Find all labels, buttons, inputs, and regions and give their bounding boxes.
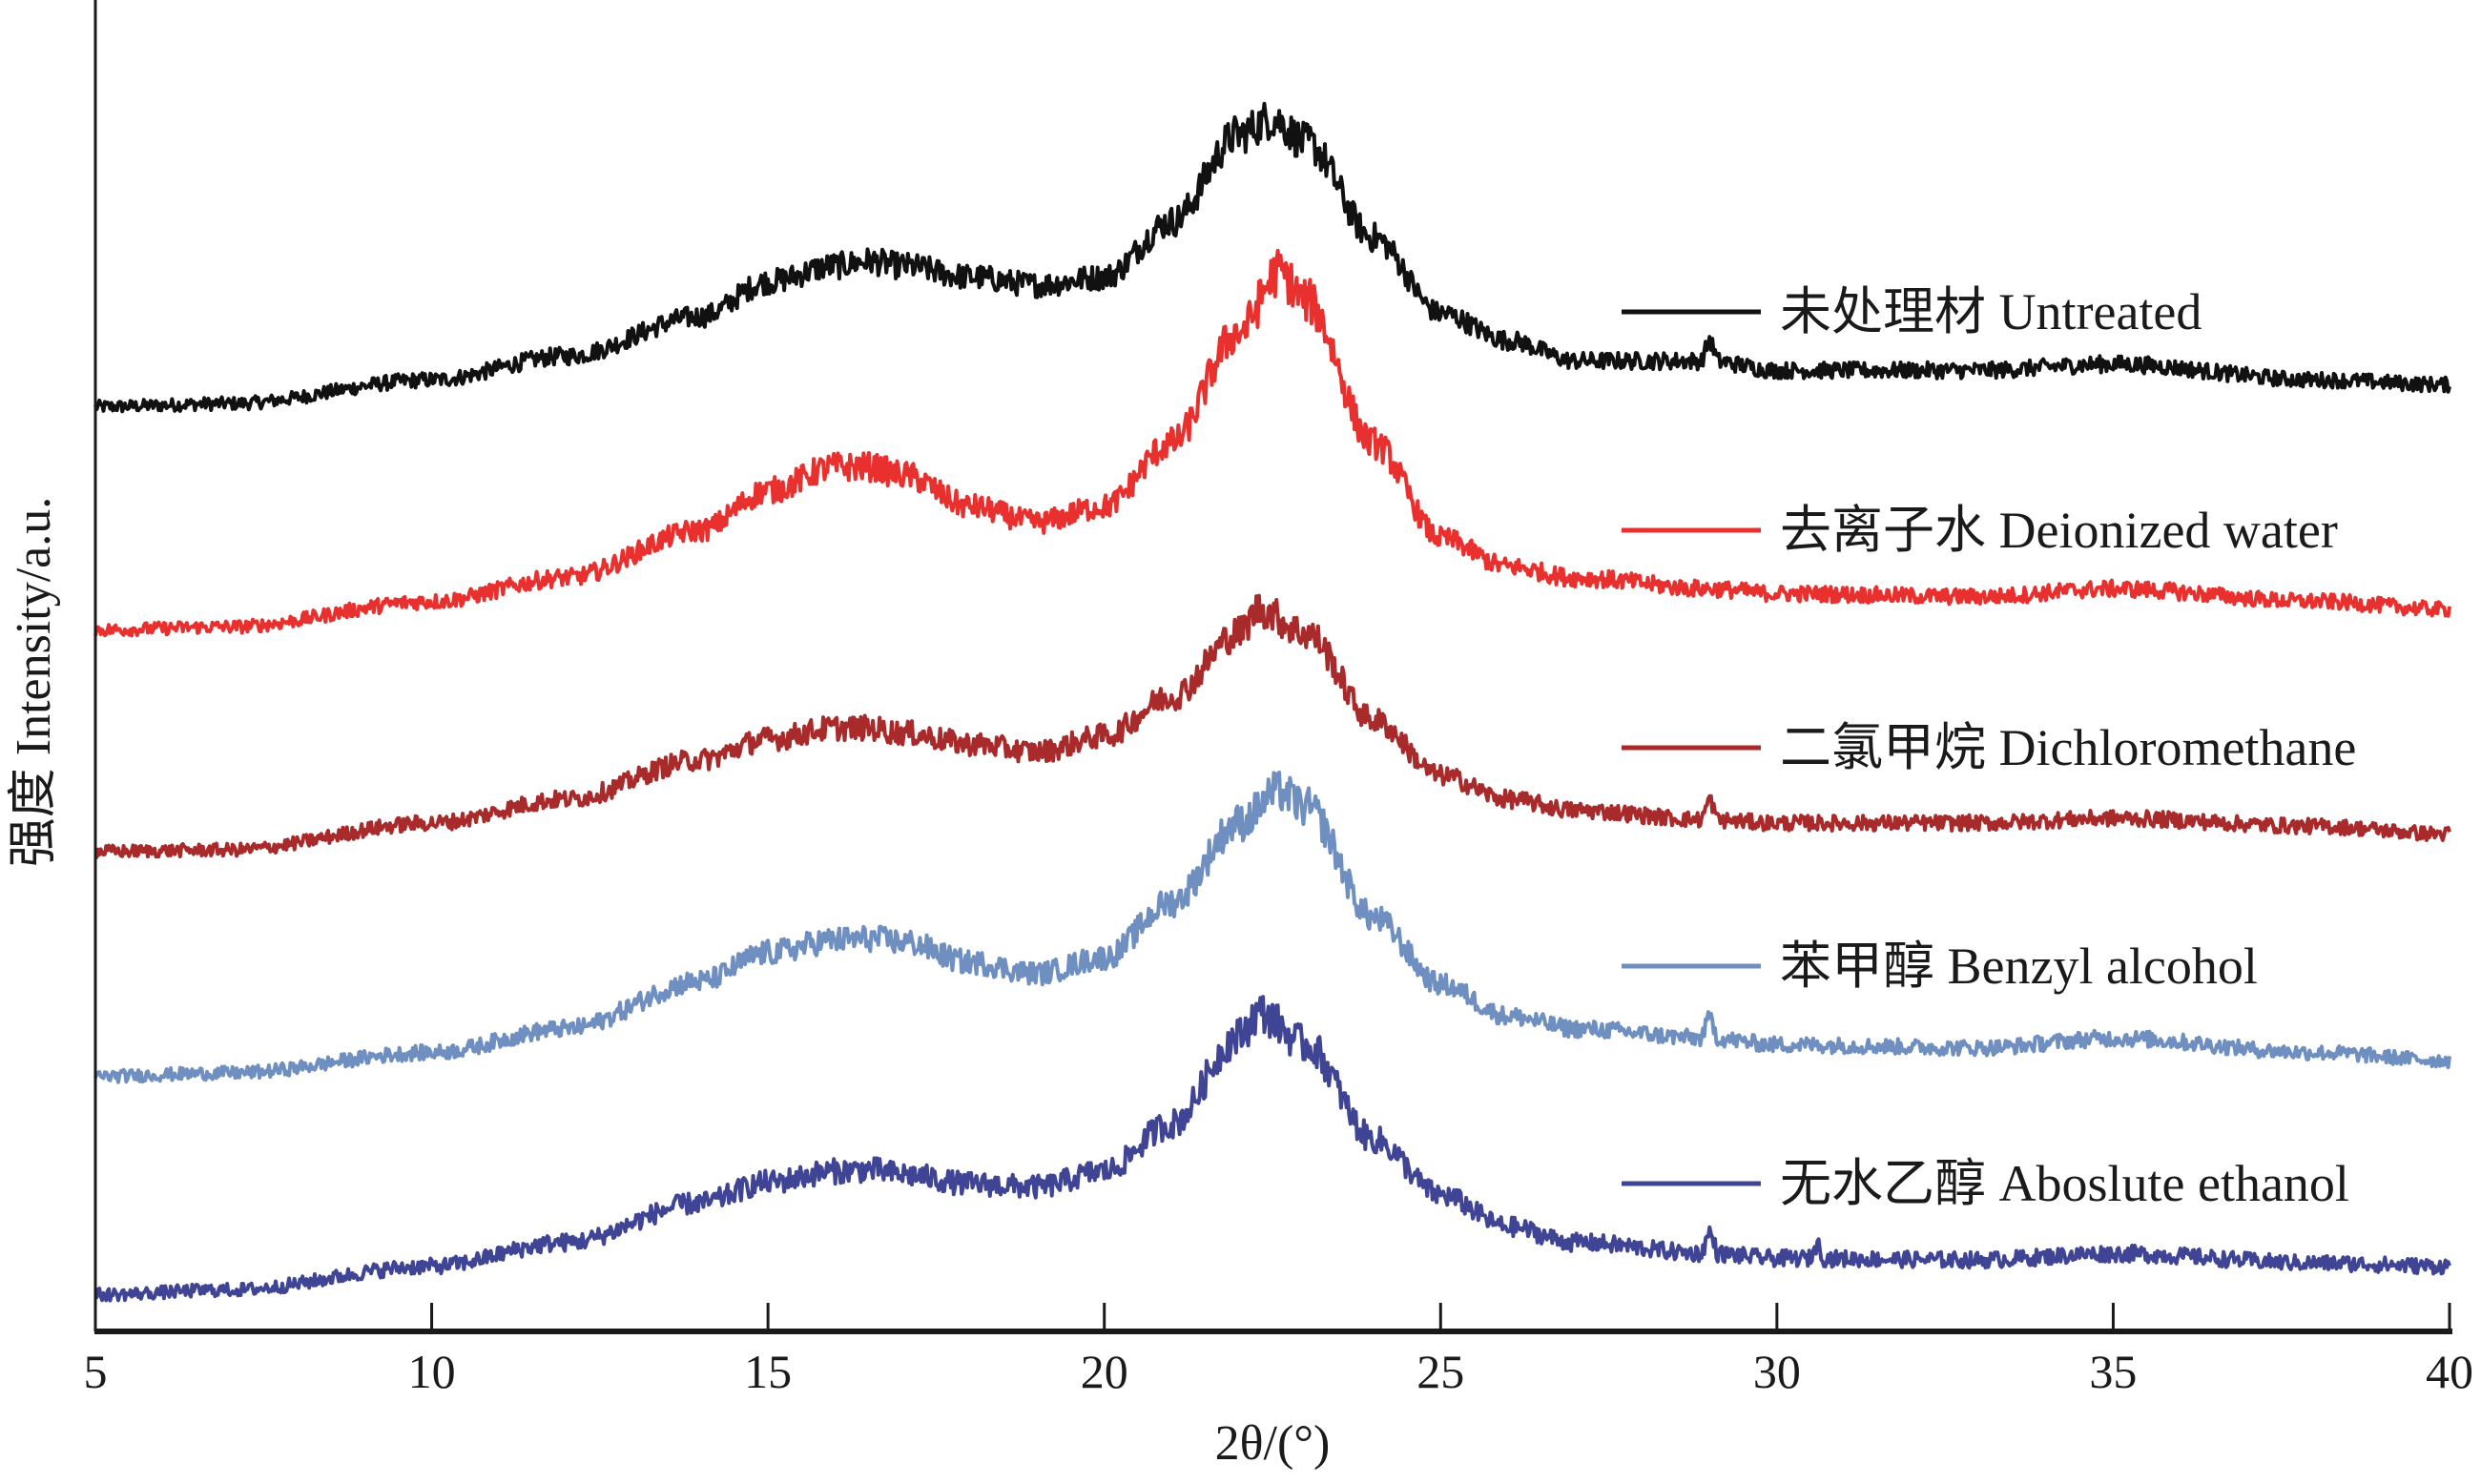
x-tick-label: 10 [408, 1345, 456, 1398]
series-line-0 [93, 101, 2451, 414]
x-tick-label: 40 [2426, 1345, 2473, 1398]
legend-item: 无水乙醇 Aboslute ethanol [1622, 1155, 2349, 1212]
x-tick-label: 20 [1081, 1345, 1128, 1398]
legend-item: 未处理材 Untreated [1622, 283, 2202, 340]
legend-label: 二氯甲烷 Dichloromethane [1780, 719, 2356, 776]
legend-item: 二氯甲烷 Dichloromethane [1622, 719, 2356, 776]
legend-item: 去离子水 Deionized water [1622, 502, 2338, 559]
legend-label: 未处理材 Untreated [1780, 283, 2202, 340]
legend: 未处理材 Untreated 去离子水 Deionized water 二氯甲烷 D… [1622, 283, 2356, 1212]
x-ticks: 5 10 15 20 25 30 35 40 [84, 1303, 2473, 1398]
series-line-3 [93, 770, 2451, 1084]
series-line-2 [93, 593, 2451, 859]
series-line-4 [94, 995, 2451, 1303]
legend-label: 无水乙醇 Aboslute ethanol [1780, 1155, 2349, 1212]
series-layer [93, 101, 2451, 1303]
x-tick-label: 5 [84, 1345, 108, 1398]
x-tick-label: 35 [2089, 1345, 2137, 1398]
legend-item: 苯甲醇 Benzyl alcohol [1622, 938, 2258, 995]
x-axis-title: 2θ/(°) [1215, 1416, 1331, 1471]
y-axis-title: 强度 Intensity/a.u. [7, 497, 61, 868]
legend-label: 苯甲醇 Benzyl alcohol [1780, 938, 2258, 995]
x-tick-label: 15 [744, 1345, 792, 1398]
x-tick-label: 30 [1753, 1345, 1801, 1398]
series-line-1 [93, 248, 2451, 638]
x-tick-label: 25 [1416, 1345, 1464, 1398]
legend-label: 去离子水 Deionized water [1780, 502, 2338, 559]
